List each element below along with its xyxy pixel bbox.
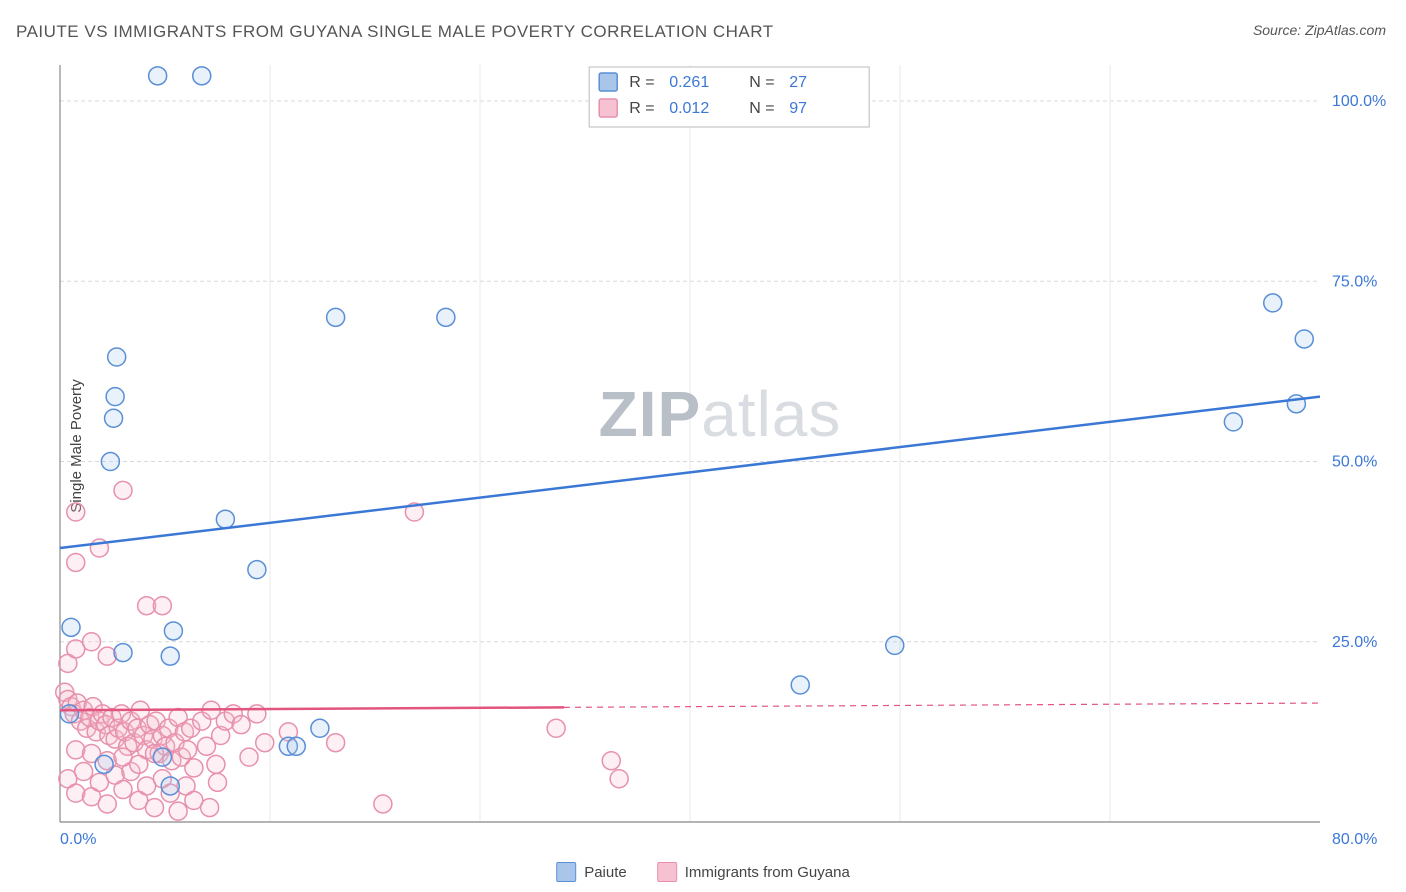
legend-label-guyana: Immigrants from Guyana bbox=[685, 864, 850, 881]
legend-item-paiute: Paiute bbox=[556, 862, 627, 882]
svg-text:R =: R = bbox=[629, 100, 654, 117]
scatter-chart: 25.0% 50.0% 75.0% 100.0% 0.0% 80.0% R = 0.261 N … bbox=[50, 55, 1390, 852]
svg-text:25.0%: 25.0% bbox=[1332, 634, 1377, 651]
chart-area: ZIPatlas 25.0%50.0%75.0%100.0%0.0%80.0%R… bbox=[50, 55, 1390, 852]
legend-item-guyana: Immigrants from Guyana bbox=[657, 862, 850, 882]
svg-text:97: 97 bbox=[789, 100, 807, 117]
legend-swatch-guyana bbox=[657, 862, 677, 882]
svg-text:100.0%: 100.0% bbox=[1332, 93, 1386, 110]
svg-text:80.0%: 80.0% bbox=[1332, 831, 1377, 848]
svg-text:N =: N = bbox=[749, 100, 774, 117]
chart-title: PAIUTE VS IMMIGRANTS FROM GUYANA SINGLE … bbox=[16, 22, 774, 42]
svg-text:27: 27 bbox=[789, 74, 807, 91]
svg-text:R =: R = bbox=[629, 74, 654, 91]
svg-text:0.012: 0.012 bbox=[669, 100, 709, 117]
svg-text:0.0%: 0.0% bbox=[60, 831, 96, 848]
legend-label-paiute: Paiute bbox=[584, 864, 627, 881]
svg-text:N =: N = bbox=[749, 74, 774, 91]
svg-text:50.0%: 50.0% bbox=[1332, 454, 1377, 471]
svg-text:0.261: 0.261 bbox=[669, 74, 709, 91]
legend-swatch-paiute bbox=[556, 862, 576, 882]
source-label: Source: ZipAtlas.com bbox=[1253, 22, 1386, 38]
svg-text:75.0%: 75.0% bbox=[1332, 273, 1377, 290]
bottom-legend: Paiute Immigrants from Guyana bbox=[556, 862, 850, 882]
